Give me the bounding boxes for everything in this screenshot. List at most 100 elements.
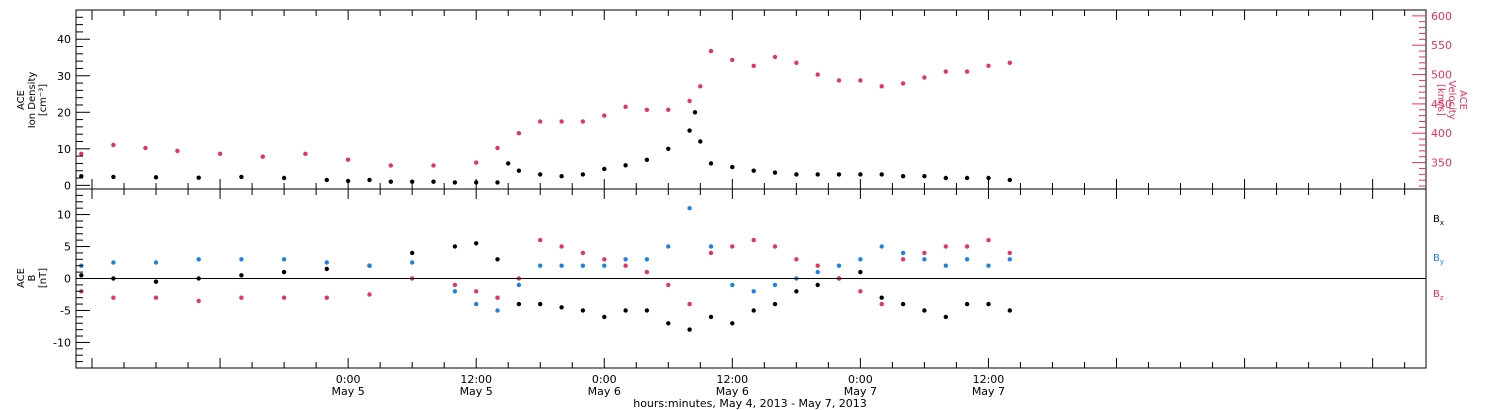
data-point	[836, 263, 842, 268]
data-point	[879, 84, 884, 89]
data-point	[698, 84, 703, 89]
data-point	[495, 145, 500, 151]
x-tick-label-date: May 6	[588, 385, 621, 398]
velocity-axis-label-line: Velocity	[1446, 80, 1457, 119]
velocity-axis-label-line: [km/s]	[1435, 84, 1446, 116]
data-point	[922, 174, 927, 179]
data-point	[730, 244, 735, 249]
data-point	[698, 139, 703, 144]
data-point	[410, 179, 415, 184]
data-point	[644, 107, 650, 113]
data-point	[751, 308, 756, 313]
series-bx	[79, 241, 1012, 332]
data-point	[858, 78, 863, 83]
top-left-tick-label: 0	[64, 179, 71, 192]
data-point	[1007, 250, 1012, 256]
x-tick-label-time: 0:00	[336, 373, 361, 386]
data-point	[153, 295, 159, 300]
x-tick-label-date: May 6	[716, 385, 749, 398]
x-tick-label-date: May 7	[844, 385, 877, 398]
top-right-tick-label: 400	[1431, 127, 1452, 140]
data-point	[666, 107, 671, 113]
data-point	[602, 257, 607, 262]
data-point	[452, 282, 458, 288]
x-tick-label-time: 12:00	[460, 373, 492, 386]
data-point	[303, 151, 308, 156]
data-point	[815, 172, 820, 177]
data-point	[708, 161, 714, 166]
data-point	[687, 128, 692, 133]
top-right-tick-label: 500	[1431, 69, 1452, 82]
data-point	[516, 131, 522, 136]
data-point	[111, 174, 116, 180]
velocity-axis-label-line: ACE	[1457, 90, 1468, 110]
data-point	[708, 314, 714, 320]
top-left-tick-label: 30	[57, 70, 71, 83]
data-point	[495, 295, 500, 300]
data-point	[367, 292, 372, 297]
data-point	[879, 301, 884, 307]
data-point	[79, 273, 84, 278]
data-point	[559, 119, 564, 124]
data-point	[922, 250, 927, 256]
data-point	[666, 244, 671, 249]
series-velocity	[79, 48, 1012, 168]
data-point	[281, 269, 287, 275]
x-tick-label-date: May 5	[460, 385, 493, 398]
data-point	[196, 257, 201, 262]
top-right-tick-label: 600	[1431, 10, 1452, 23]
data-point	[964, 301, 970, 307]
series-by	[79, 206, 1012, 313]
data-point	[623, 257, 628, 262]
data-point	[751, 289, 756, 294]
data-point	[1007, 60, 1012, 65]
data-point	[623, 263, 628, 268]
data-point	[644, 308, 650, 313]
legend-bz: Bz	[1433, 289, 1444, 302]
data-point	[602, 263, 607, 268]
data-point	[580, 250, 586, 256]
data-point	[986, 237, 991, 243]
data-point	[751, 237, 756, 243]
data-point	[772, 282, 778, 288]
data-point	[324, 260, 329, 265]
data-point	[495, 308, 500, 313]
data-point	[772, 301, 778, 307]
data-point	[964, 257, 970, 262]
data-point	[516, 282, 522, 288]
series-bz	[79, 237, 1012, 307]
data-point	[666, 146, 671, 151]
data-point	[474, 289, 479, 294]
data-point	[879, 172, 884, 177]
data-point	[815, 72, 820, 77]
data-point	[452, 180, 458, 185]
data-point	[772, 244, 778, 249]
data-point	[111, 295, 116, 300]
data-point	[687, 327, 692, 332]
data-point	[474, 241, 479, 246]
data-point	[602, 113, 607, 118]
data-point	[687, 206, 692, 211]
x-tick-label-time: 12:00	[716, 373, 748, 386]
x-tick-label-time: 0:00	[592, 373, 617, 386]
data-point	[410, 260, 415, 265]
data-point	[474, 301, 479, 307]
data-point	[858, 289, 863, 294]
data-point	[260, 154, 265, 159]
data-point	[324, 266, 329, 272]
data-point	[986, 301, 991, 307]
data-layer	[79, 48, 1012, 332]
bottom-tick-label: 10	[57, 209, 71, 222]
data-point	[943, 244, 948, 249]
b-axis-label-line: [nT]	[38, 268, 49, 288]
data-point	[538, 172, 543, 177]
data-point	[964, 244, 970, 249]
top-panel-frame	[75, 9, 1427, 190]
data-point	[1007, 308, 1012, 313]
data-point	[943, 263, 948, 268]
data-point	[538, 237, 543, 243]
data-point	[345, 157, 351, 162]
data-point	[858, 269, 863, 275]
data-point	[580, 263, 586, 268]
